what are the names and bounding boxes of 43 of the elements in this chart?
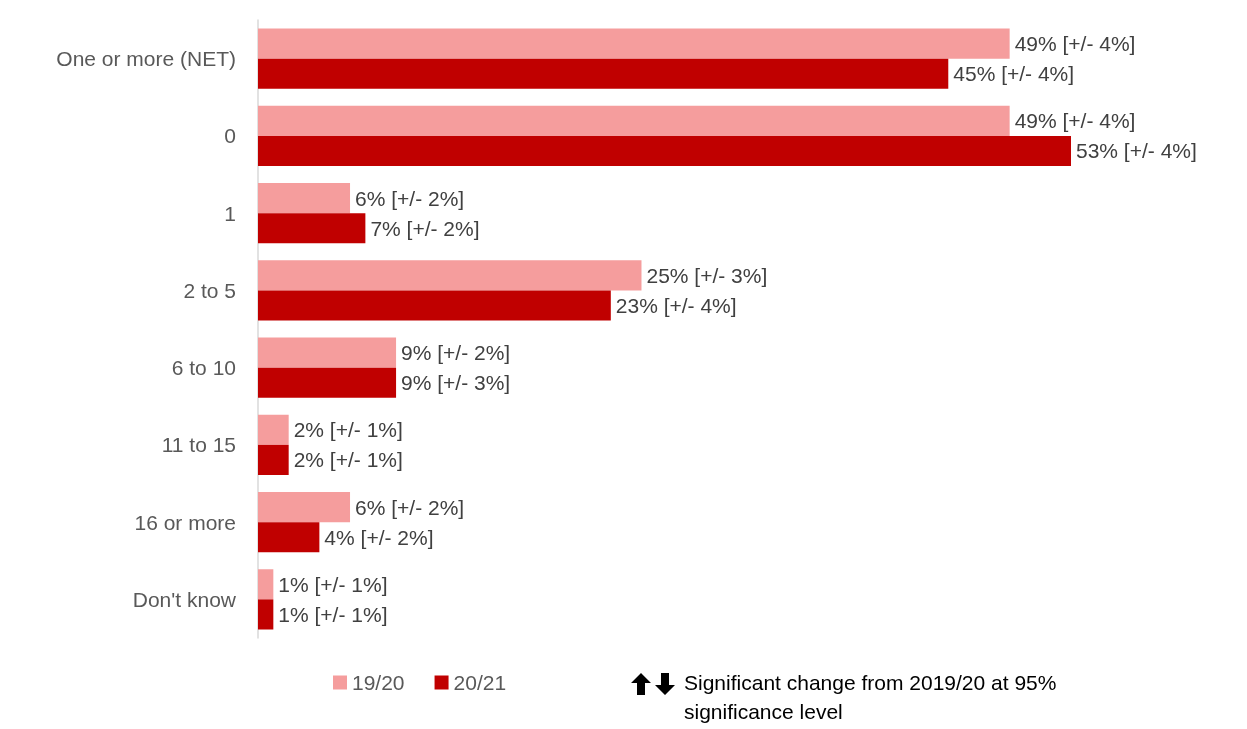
y-tick-label: 16 or more bbox=[134, 510, 236, 534]
bar bbox=[258, 58, 949, 89]
bar bbox=[258, 444, 289, 475]
data-label: 2% [+/- 1%] bbox=[293, 448, 403, 472]
y-tick-label: One or more (NET) bbox=[56, 47, 236, 71]
bar bbox=[258, 28, 1010, 59]
data-label: 2% [+/- 1%] bbox=[293, 418, 403, 442]
y-tick-label: Don't know bbox=[132, 587, 237, 611]
bar bbox=[258, 569, 274, 600]
bar bbox=[258, 414, 289, 445]
y-tick-label: 2 to 5 bbox=[183, 278, 236, 302]
y-tick-label: 6 to 10 bbox=[171, 356, 236, 380]
data-label: 25% [+/- 3%] bbox=[646, 263, 768, 287]
bar bbox=[258, 599, 274, 630]
data-label: 45% [+/- 4%] bbox=[953, 62, 1075, 86]
data-label: 4% [+/- 2%] bbox=[324, 525, 434, 549]
bar bbox=[258, 183, 351, 214]
data-label: 9% [+/- 2%] bbox=[401, 341, 511, 365]
data-label: 49% [+/- 4%] bbox=[1014, 32, 1136, 56]
bar bbox=[258, 367, 397, 398]
data-label: 1% [+/- 1%] bbox=[278, 572, 388, 596]
y-tick-label: 0 bbox=[224, 124, 236, 148]
bar bbox=[258, 290, 611, 321]
bar bbox=[258, 105, 1010, 136]
data-label: 49% [+/- 4%] bbox=[1014, 109, 1136, 133]
data-label: 7% [+/- 2%] bbox=[370, 216, 480, 240]
data-label: 6% [+/- 2%] bbox=[355, 495, 465, 519]
y-tick-label: 1 bbox=[224, 201, 236, 225]
data-label: 6% [+/- 2%] bbox=[355, 186, 465, 210]
data-label: 23% [+/- 4%] bbox=[615, 293, 737, 317]
legend-label: 20/21 bbox=[453, 671, 507, 694]
bar bbox=[258, 522, 320, 553]
y-tick-label: 11 to 15 bbox=[161, 433, 236, 457]
text: Significant change from 2019/20 at 95% significance level bbox=[684, 670, 1058, 725]
data-label: 53% [+/- 4%] bbox=[1076, 139, 1197, 163]
legend-label: 19/20 bbox=[352, 671, 405, 694]
data-label: 1% [+/- 1%] bbox=[278, 602, 388, 626]
data-label: 9% [+/- 3%] bbox=[401, 371, 511, 395]
bar bbox=[258, 260, 642, 291]
bar bbox=[258, 492, 351, 523]
bar bbox=[258, 337, 397, 368]
bar bbox=[258, 213, 366, 244]
bar bbox=[258, 135, 1071, 166]
